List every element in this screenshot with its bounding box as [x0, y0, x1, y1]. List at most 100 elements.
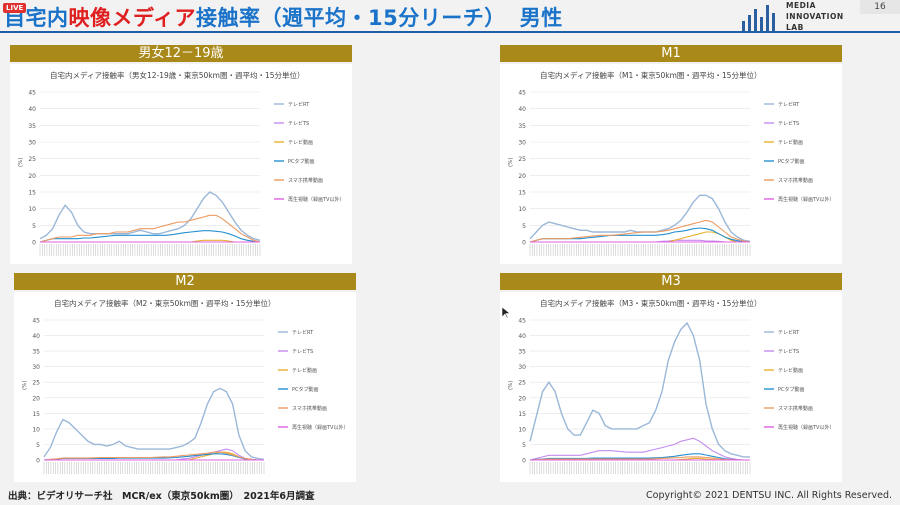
chart-teens-svg: 自宅内メディア接触率（男女12-19歳・東京50km圏・週平均・15分単位） 0 5… — [18, 70, 344, 256]
y-tick-label: 25 — [28, 156, 36, 163]
series-line — [43, 451, 264, 461]
y-tick-label: 30 — [518, 364, 526, 371]
y-tick-label: 45 — [32, 318, 40, 325]
series-line — [529, 453, 750, 461]
legend-label: スマホ携帯動画 — [292, 405, 327, 412]
chart-title: 自宅内メディア接触率（男女12-19歳・東京50km圏・週平均・15分単位） — [50, 70, 305, 80]
legend-label: テレビRT — [292, 329, 314, 336]
legend-label: 再生視聴（録画TV以外） — [778, 424, 834, 431]
y-tick-label: 25 — [518, 156, 526, 163]
series-line — [529, 227, 751, 243]
y-tick-label: 35 — [518, 123, 526, 130]
y-tick-label: 40 — [28, 106, 36, 113]
y-tick-label: 10 — [28, 206, 36, 213]
y-axis-label: (%) — [22, 380, 28, 390]
copyright: Copyright© 2021 DENTSU INC. All Rights R… — [646, 490, 892, 501]
y-tick-label: 20 — [28, 173, 36, 180]
y-tick-label: 15 — [32, 411, 40, 418]
series-line — [43, 387, 265, 461]
chart-m2: 自宅内メディア接触率（M2・東京50km圏・週平均・15分単位） 0 5 10 15 20… — [14, 292, 356, 482]
title-part-3: 接触率（週平均・15分リーチ） — [196, 6, 506, 30]
legend-label: テレビTS — [778, 120, 799, 127]
y-tick-label: 30 — [32, 364, 40, 371]
series-line — [39, 214, 261, 243]
media-innovation-lab-logo — [742, 5, 775, 31]
slide-title: 自宅内映像メディア接触率（週平均・15分リーチ） 男性 — [4, 2, 563, 32]
legend-label: PCタブ動画 — [292, 386, 319, 393]
y-axis-label: (%) — [18, 157, 24, 167]
logo-text: MEDIA INNOVATION LAB — [786, 0, 844, 33]
y-tick-label: 15 — [518, 190, 526, 197]
legend-label: テレビRT — [778, 101, 800, 108]
legend-label: 再生視聴（録画TV以外） — [292, 424, 348, 431]
y-tick-label: 5 — [522, 442, 526, 449]
y-tick-label: 5 — [32, 223, 36, 230]
chart-m3: 自宅内メディア接触率（M3・東京50km圏・週平均・15分単位） 0 5 10 15 20… — [500, 292, 842, 482]
chart-m1: 自宅内メディア接触率（M1・東京50km圏・週平均・15分単位） 0 5 10 15 20… — [500, 64, 842, 264]
series-line — [39, 230, 261, 243]
legend-label: PCタブ動画 — [778, 386, 805, 393]
series-line — [530, 231, 750, 243]
chart-title: 自宅内メディア接触率（M3・東京50km圏・週平均・15分単位） — [540, 298, 761, 308]
y-tick-label: 5 — [36, 442, 40, 449]
series-line — [529, 194, 751, 242]
y-tick-label: 10 — [518, 426, 526, 433]
y-tick-label: 30 — [28, 140, 36, 147]
source-note: 出典：ビデオリサーチ社 MCR/ex（東京50km圏） 2021年6月調査 — [8, 491, 315, 502]
y-tick-label: 40 — [518, 333, 526, 340]
legend-label: PCタブ動画 — [288, 158, 315, 165]
chart-title: 自宅内メディア接触率（M2・東京50km圏・週平均・15分単位） — [54, 298, 275, 308]
y-tick-label: 15 — [518, 411, 526, 418]
title-underline — [0, 31, 900, 33]
title-part-2: 映像メディア — [68, 6, 197, 30]
chart-title: 自宅内メディア接触率（M1・東京50km圏・週平均・15分単位） — [540, 70, 761, 80]
legend-label: テレビTS — [778, 348, 799, 355]
legend-label: テレビ動画 — [288, 139, 313, 146]
chart-m3-svg: 自宅内メディア接触率（M3・東京50km圏・週平均・15分単位） 0 5 10 15 20… — [508, 298, 834, 474]
logo-line-2: INNOVATION — [786, 12, 844, 21]
panel-title-m3: M3 — [500, 273, 842, 290]
y-tick-label: 45 — [28, 90, 36, 97]
legend-label: 再生視聴（録画TV以外） — [288, 196, 344, 203]
legend-label: 再生視聴（録画TV以外） — [778, 196, 834, 203]
y-tick-label: 0 — [522, 240, 526, 247]
series-line — [529, 219, 751, 243]
series-line — [529, 437, 750, 461]
panel-title-teens: 男女12－19歳 — [10, 45, 352, 62]
y-tick-label: 45 — [518, 90, 526, 97]
y-tick-label: 10 — [32, 426, 40, 433]
panel-title-m1: M1 — [500, 45, 842, 62]
y-tick-label: 20 — [32, 395, 40, 402]
legend-label: テレビRT — [288, 101, 310, 108]
y-tick-label: 40 — [518, 106, 526, 113]
y-tick-label: 35 — [518, 349, 526, 356]
legend-label: スマホ携帯動画 — [778, 177, 813, 184]
y-axis-label: (%) — [508, 380, 514, 390]
y-tick-label: 35 — [32, 349, 40, 356]
legend-label: テレビRT — [778, 329, 800, 336]
y-axis-label: (%) — [508, 157, 514, 167]
logo-line-1: MEDIA — [786, 1, 816, 10]
chart-teens: 自宅内メディア接触率（男女12-19歳・東京50km圏・週平均・15分単位） 0 5… — [10, 64, 352, 264]
logo-line-3: LAB — [786, 23, 804, 32]
legend-label: テレビTS — [288, 120, 309, 127]
mouse-cursor-icon — [502, 307, 510, 319]
series-line — [529, 456, 750, 461]
legend-label: テレビ動画 — [292, 367, 317, 374]
live-badge: LIVE — [3, 3, 27, 13]
legend-label: スマホ携帯動画 — [288, 177, 323, 184]
legend-label: テレビTS — [292, 348, 313, 355]
y-tick-label: 25 — [518, 380, 526, 387]
legend-label: PCタブ動画 — [778, 158, 805, 165]
legend-label: スマホ携帯動画 — [778, 405, 813, 412]
y-tick-label: 15 — [28, 190, 36, 197]
y-tick-label: 10 — [518, 206, 526, 213]
chart-m2-svg: 自宅内メディア接触率（M2・東京50km圏・週平均・15分単位） 0 5 10 15 20… — [22, 298, 348, 474]
y-tick-label: 30 — [518, 140, 526, 147]
y-tick-label: 0 — [32, 240, 36, 247]
y-tick-label: 40 — [32, 333, 40, 340]
title-part-4: 男性 — [519, 6, 563, 30]
legend-label: テレビ動画 — [778, 367, 803, 374]
y-tick-label: 25 — [32, 380, 40, 387]
chart-m1-svg: 自宅内メディア接触率（M1・東京50km圏・週平均・15分単位） 0 5 10 15 20… — [508, 70, 834, 256]
